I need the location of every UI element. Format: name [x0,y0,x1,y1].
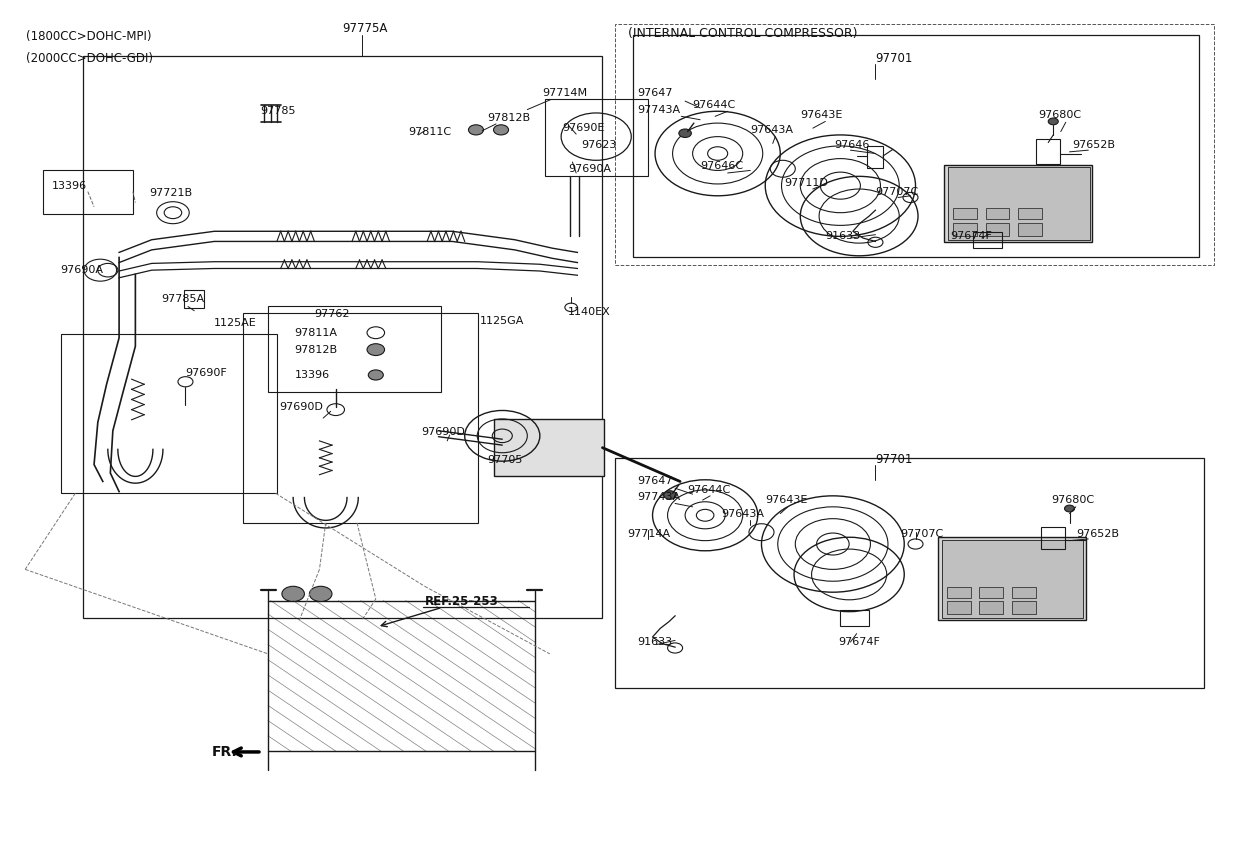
Text: 97690D: 97690D [420,427,464,438]
Bar [615,25,1214,265]
Bar [979,587,1003,598]
Bar [243,313,478,523]
Bar [184,290,205,308]
Text: FR.: FR. [212,745,237,759]
Text: 97775A: 97775A [343,22,388,35]
Bar [946,587,970,598]
Bar [615,458,1204,688]
Text: 91633: 91633 [826,232,861,242]
Text: 97643E: 97643E [801,110,842,120]
Bar [937,538,1086,620]
Circle shape [282,586,305,601]
Bar [1035,139,1059,164]
Bar [973,232,1001,248]
Bar [269,305,441,392]
Bar [43,170,133,215]
Bar [867,146,884,168]
Bar [1018,209,1042,220]
Bar [1040,527,1064,550]
Text: 97690E: 97690E [562,123,605,133]
Text: 97680C: 97680C [1050,495,1094,505]
Text: 97680C: 97680C [1038,110,1082,120]
Circle shape [310,586,333,601]
Text: 97743A: 97743A [638,104,680,114]
Text: 97690F: 97690F [186,368,227,378]
Text: 97623: 97623 [581,140,616,150]
Text: 97652B: 97652B [1072,140,1114,150]
Text: 97705: 97705 [487,455,522,466]
Text: 97714A: 97714A [628,529,670,538]
Circle shape [368,370,383,380]
Text: 1140EX: 1140EX [567,308,610,317]
Bar [979,601,1003,614]
Text: 97674F: 97674F [950,232,993,242]
Bar [985,209,1009,220]
Text: 97643E: 97643E [766,495,808,505]
Text: 97646C: 97646C [700,161,743,171]
Circle shape [493,125,508,135]
Text: 97674F: 97674F [838,637,880,647]
Bar [545,98,648,176]
Bar [953,209,976,220]
Text: 97652B: 97652B [1076,529,1118,538]
Text: 97707C: 97707C [901,529,944,538]
Text: 97743A: 97743A [638,492,680,502]
Text: 97711D: 97711D [784,178,828,188]
Text: 97785A: 97785A [162,294,205,304]
Bar [941,540,1083,617]
Bar [61,334,277,494]
Bar [1012,587,1035,598]
Text: 97690A: 97690A [60,265,103,275]
Text: 13396: 13396 [295,370,330,380]
Text: 97647: 97647 [638,477,673,487]
Text: 13396: 13396 [51,181,87,191]
Circle shape [679,129,692,137]
Text: 97647: 97647 [638,87,673,98]
Text: 1125AE: 1125AE [215,317,257,327]
Bar [946,601,970,614]
Text: 91633: 91633 [638,637,673,647]
Bar [633,36,1199,257]
Bar [83,56,602,618]
Text: 97721B: 97721B [149,188,192,198]
Bar [944,165,1092,243]
Text: 97690A: 97690A [569,164,611,174]
Bar [841,610,870,626]
Text: 97811C: 97811C [408,127,452,137]
Circle shape [664,491,676,499]
Bar [1018,223,1042,237]
Circle shape [468,125,483,135]
Text: 97762: 97762 [315,310,350,319]
Text: (2000CC>DOHC-GDI): (2000CC>DOHC-GDI) [26,53,153,65]
Circle shape [1048,118,1058,125]
Text: 97643A: 97643A [722,509,764,519]
Text: (INTERNAL CONTROL COMPRESSOR): (INTERNAL CONTROL COMPRESSOR) [628,27,857,40]
Text: 97714M: 97714M [542,87,587,98]
Circle shape [366,343,384,355]
Text: 97701: 97701 [876,453,912,466]
Text: 97785: 97785 [261,106,296,116]
Text: 97811A: 97811A [295,327,338,338]
Text: 97812B: 97812B [487,113,531,123]
Text: 97690D: 97690D [280,402,324,412]
Text: 1125GA: 1125GA [479,316,525,326]
Bar [493,419,604,477]
Text: REF.25-253: REF.25-253 [424,595,498,608]
Circle shape [1064,505,1074,512]
Text: 97644C: 97644C [688,485,730,495]
Text: 97646: 97646 [835,140,870,150]
Text: 97644C: 97644C [693,99,735,109]
Bar [1012,601,1035,614]
Bar [985,223,1009,237]
Text: (1800CC>DOHC-MPI): (1800CC>DOHC-MPI) [26,31,152,43]
Text: 97812B: 97812B [295,344,338,354]
Text: 97707C: 97707C [876,187,919,197]
Bar [948,167,1089,240]
Text: 97701: 97701 [876,52,912,64]
Bar [269,600,535,751]
Text: 97643A: 97643A [750,125,793,135]
Bar [953,223,976,237]
